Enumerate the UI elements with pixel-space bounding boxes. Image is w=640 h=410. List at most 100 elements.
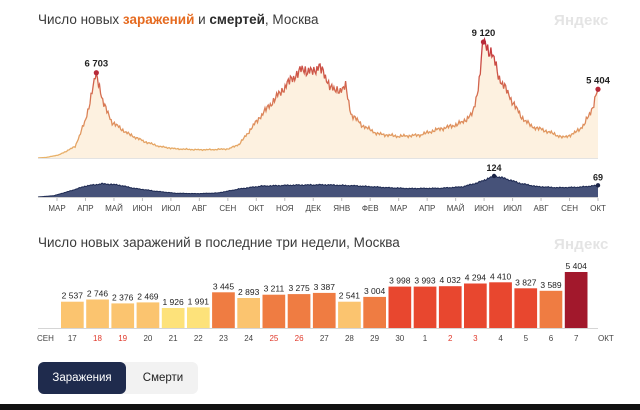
day-tick-label: 2 <box>448 334 453 343</box>
month-tick-label: АПР <box>419 204 435 213</box>
day-tick-label: 22 <box>194 334 203 343</box>
day-tick-label: 24 <box>244 334 253 343</box>
bar-value-label: 5 404 <box>566 261 588 271</box>
deaths-line <box>37 174 598 198</box>
day-tick-label: 4 <box>498 334 503 343</box>
month-tick-label: ИЮН <box>133 204 153 213</box>
bar <box>564 272 588 328</box>
bar <box>514 288 538 328</box>
day-tick-label: 25 <box>269 334 278 343</box>
bar-value-label: 3 589 <box>540 280 562 290</box>
deaths-area <box>38 175 598 197</box>
infections-line <box>37 36 599 159</box>
infections-peak-label: 9 120 <box>472 28 496 39</box>
yandex-logo: Яндекс <box>554 236 609 253</box>
bar <box>136 302 160 328</box>
bar <box>111 303 135 328</box>
bar <box>464 283 487 328</box>
bar <box>539 290 563 328</box>
day-tick-label: 7 <box>574 334 579 343</box>
bar-value-label: 2 746 <box>87 289 109 299</box>
bar <box>86 299 109 328</box>
bar <box>237 298 260 328</box>
day-tick-label: 3 <box>473 334 478 343</box>
deaths-peak-label: 69 <box>593 172 603 182</box>
bar <box>61 301 84 328</box>
day-tick-label: 28 <box>345 334 354 343</box>
day-tick-label: 6 <box>549 334 554 343</box>
infections-peak-dot <box>595 86 601 92</box>
bar <box>363 296 386 328</box>
month-tick-label: ДЕК <box>306 204 322 213</box>
bar-value-label: 2 469 <box>137 291 159 301</box>
deaths-peak-dot <box>595 183 601 188</box>
month-end-label: ОКТ <box>598 334 614 343</box>
bar-value-label: 1 926 <box>162 297 184 307</box>
bar <box>187 307 210 328</box>
month-tick-label: ЯНВ <box>333 204 350 213</box>
infections-peak-label: 5 404 <box>586 75 610 86</box>
month-tick-label: МАР <box>390 204 407 213</box>
day-tick-label: 1 <box>423 334 428 343</box>
month-tick-label: МАЙ <box>447 204 465 213</box>
infections-peak-label: 6 703 <box>84 59 108 70</box>
bar <box>212 292 235 328</box>
bar-value-label: 4 410 <box>490 271 512 281</box>
bar <box>287 294 311 328</box>
month-tick-label: ИЮЛ <box>503 204 522 213</box>
month-tick-label: ФЕВ <box>362 204 379 213</box>
month-tick-label: СЕН <box>219 204 236 213</box>
top-chart-title: Число новых заражений и смертей, Москва <box>38 12 319 27</box>
bar-value-label: 1 991 <box>188 296 210 306</box>
day-tick-label: 30 <box>395 334 404 343</box>
bar-value-label: 3 275 <box>288 283 310 293</box>
month-tick-label: ИЮН <box>474 204 494 213</box>
bar-value-label: 2 537 <box>62 291 84 301</box>
title-deaths-word: смертей <box>209 12 265 27</box>
day-tick-label: 23 <box>219 334 228 343</box>
bar <box>312 292 336 328</box>
month-tick-label: МАЙ <box>105 204 123 213</box>
infections-area <box>38 39 598 158</box>
month-tick-label: ОКТ <box>590 204 606 213</box>
bar <box>338 301 361 328</box>
bar-value-label: 3 004 <box>364 286 386 296</box>
month-tick-label: АВГ <box>192 204 208 213</box>
tab-deaths[interactable]: Смерти <box>142 372 184 384</box>
bar <box>388 286 412 328</box>
infections-peak-dot <box>480 39 487 45</box>
bar-value-label: 4 032 <box>440 275 462 285</box>
bar-value-label: 3 993 <box>414 276 436 286</box>
bar-value-label: 3 387 <box>314 282 336 292</box>
bar-value-label: 2 893 <box>238 287 260 297</box>
bottom-edge <box>0 404 640 410</box>
day-tick-label: 29 <box>370 334 379 343</box>
bar-value-label: 4 294 <box>465 273 487 283</box>
yandex-logo: Яндекс <box>554 12 609 29</box>
bar-chart-title: Число новых заражений в последние три не… <box>38 235 400 250</box>
bar-value-label: 2 541 <box>339 291 361 301</box>
day-tick-label: 20 <box>143 334 152 343</box>
bar <box>161 308 185 328</box>
title-text: и <box>194 12 210 27</box>
deaths-peak-label: 124 <box>487 163 502 173</box>
metric-tabs: Заражения Смерти <box>38 362 198 394</box>
day-tick-label: 19 <box>118 334 127 343</box>
bar <box>438 286 462 328</box>
month-tick-label: АВГ <box>534 204 550 213</box>
tab-infections[interactable]: Заражения <box>38 362 126 394</box>
bar <box>489 282 512 328</box>
bar <box>262 294 286 328</box>
day-tick-label: 21 <box>169 334 178 343</box>
infections-peak-dot <box>93 70 99 76</box>
day-tick-label: 5 <box>524 334 529 343</box>
month-start-label: СЕН <box>37 334 54 343</box>
title-text: , Москва <box>264 12 319 27</box>
bar-value-label: 3 827 <box>515 277 537 287</box>
bar <box>413 286 437 328</box>
month-tick-label: ИЮЛ <box>162 204 181 213</box>
bar-value-label: 2 376 <box>112 292 134 302</box>
month-tick-label: АПР <box>77 204 93 213</box>
bar-value-label: 3 445 <box>213 281 235 291</box>
